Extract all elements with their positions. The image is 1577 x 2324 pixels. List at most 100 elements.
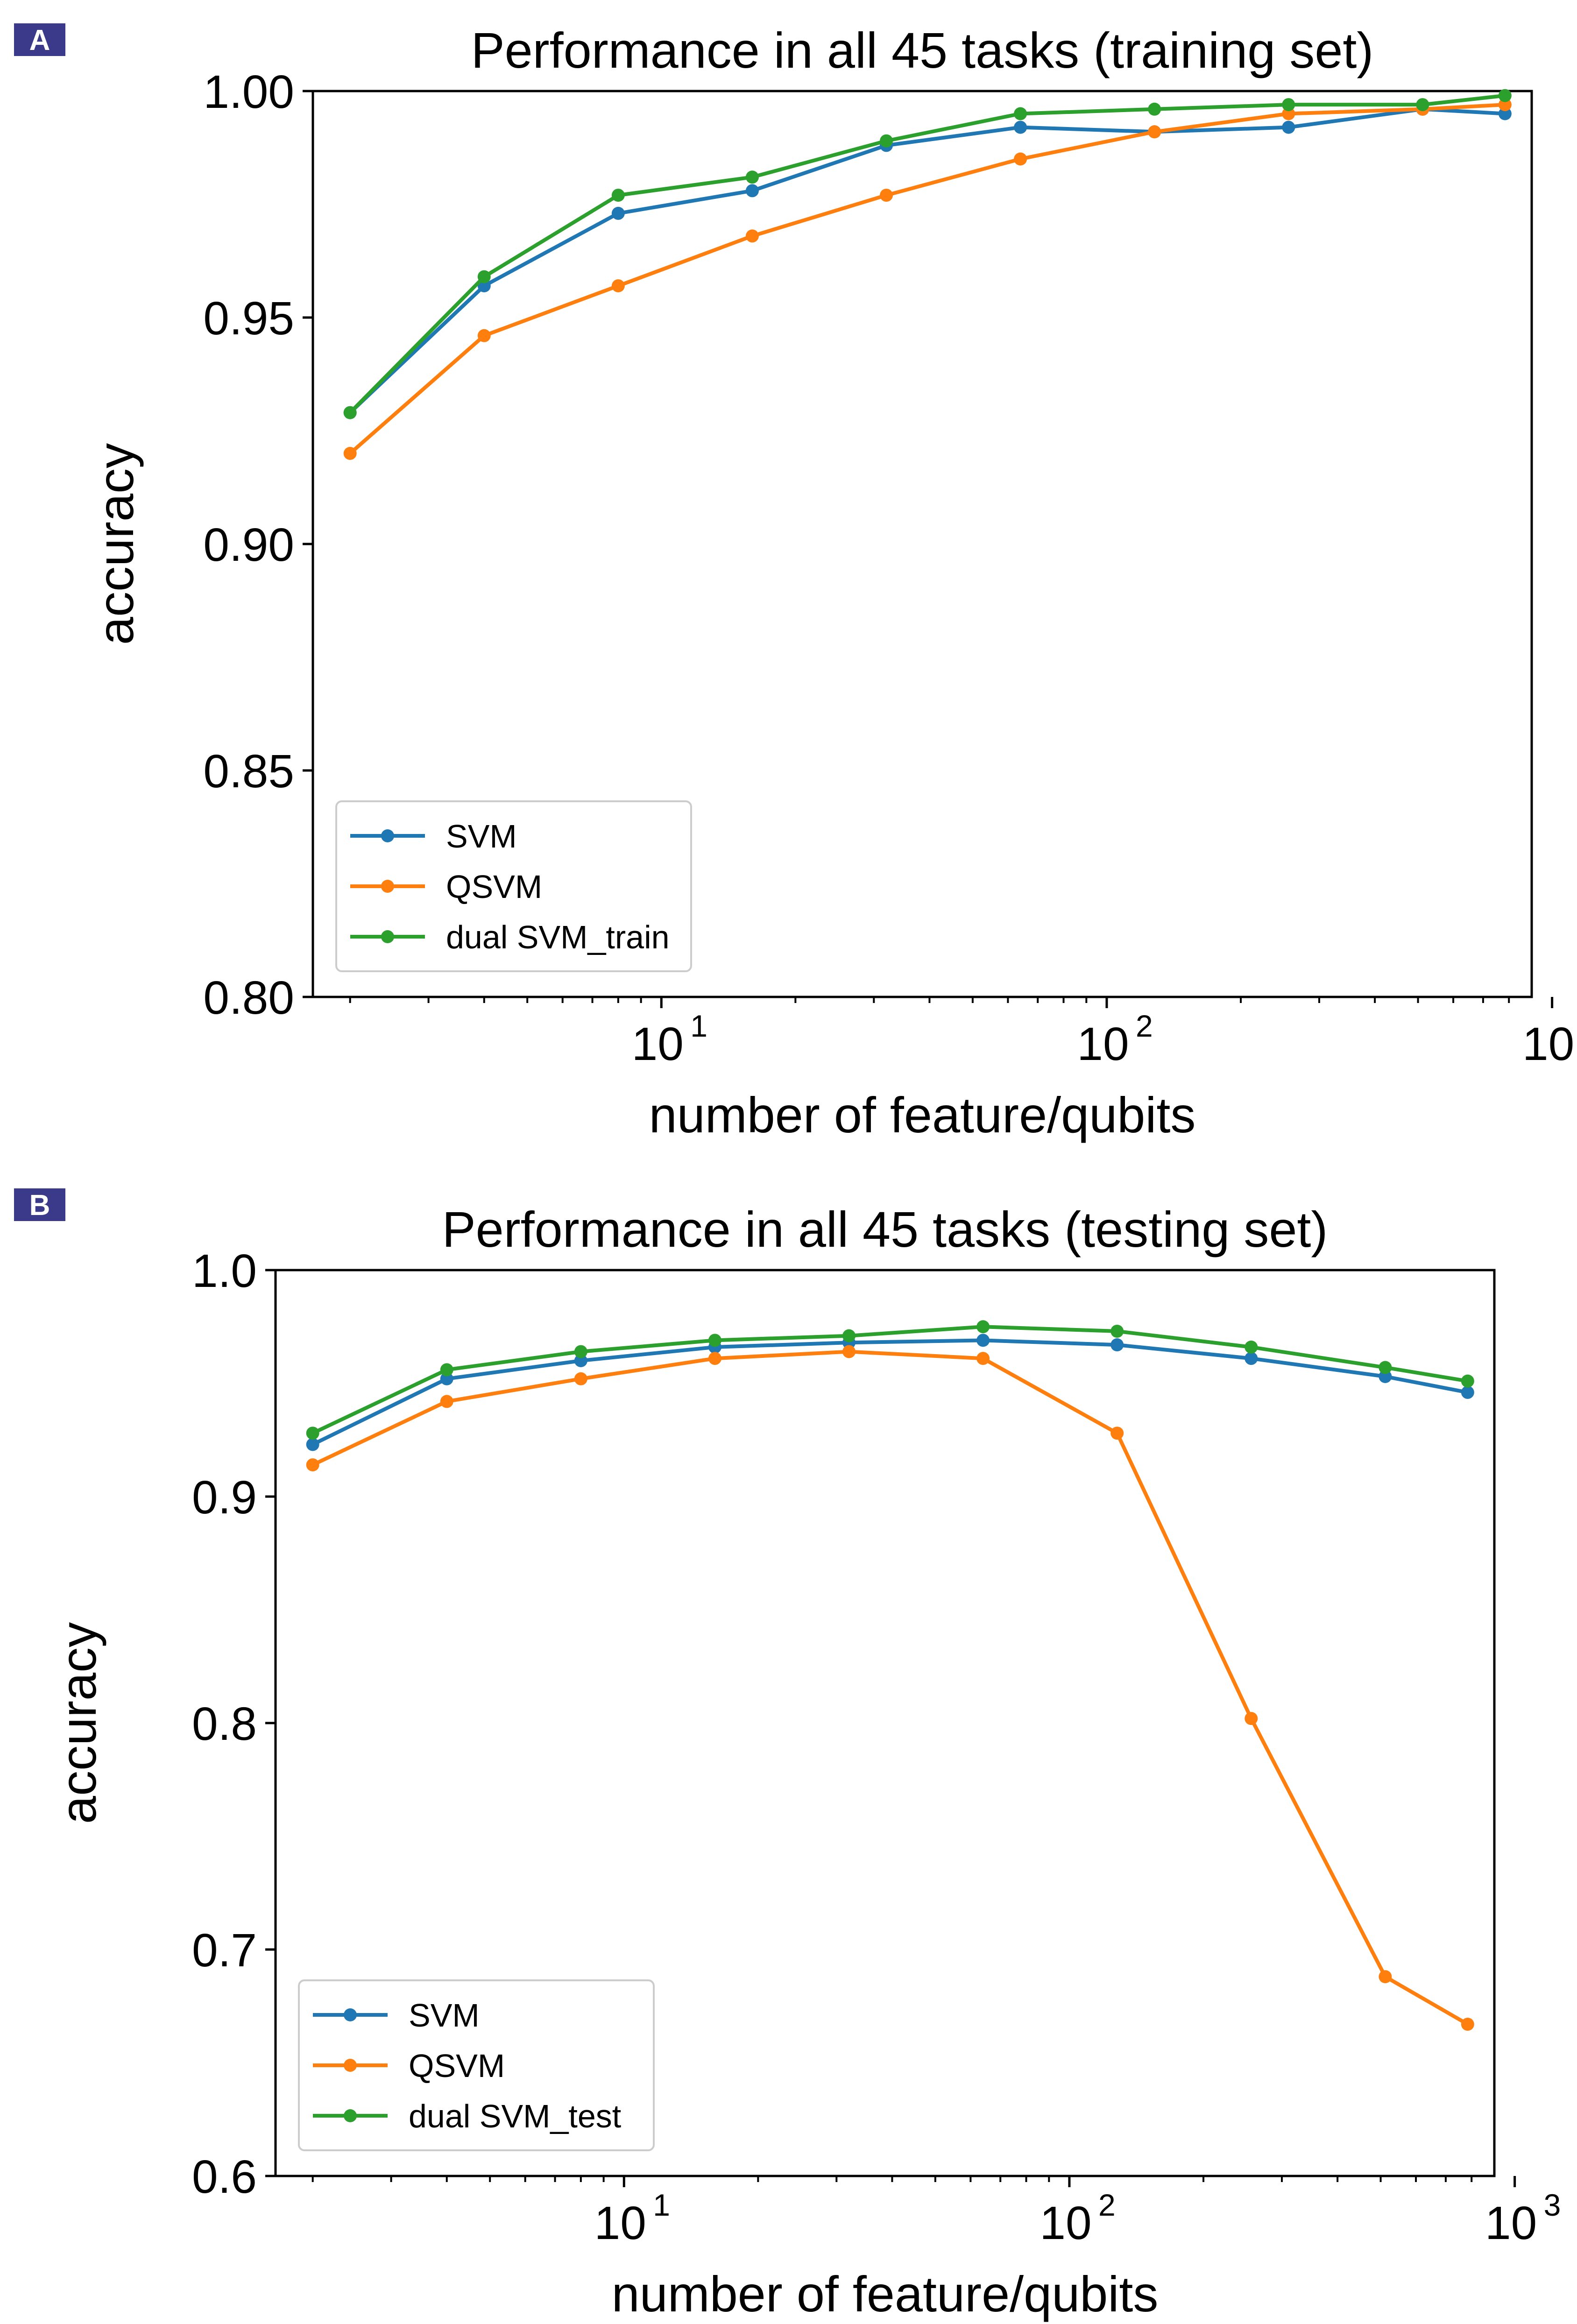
x-tick-label: 10 [1485, 2197, 1537, 2249]
data-point [343, 406, 357, 419]
legend-box [335, 800, 692, 972]
x-tick-label: 10 [594, 2197, 646, 2249]
data-point [1245, 1352, 1258, 1365]
x-tick-label: 10 [1522, 1018, 1574, 1070]
x-axis-label: number of feature/qubits [612, 2266, 1159, 2322]
y-tick-label: 0.8 [192, 1698, 257, 1750]
legend-swatch-marker [344, 2008, 357, 2021]
data-point [1461, 1385, 1474, 1399]
y-tick-label: 0.6 [192, 2151, 257, 2203]
data-point [1014, 120, 1027, 134]
series-line-2 [311, 1325, 1468, 1435]
panel-label-badge [14, 1188, 65, 1221]
legend-label: SVM [409, 1997, 480, 2034]
data-point [1282, 120, 1295, 134]
x-tick-exponent: 2 [1098, 2188, 1116, 2222]
x-tick-label: 10 [1077, 1018, 1129, 1070]
data-point [306, 1438, 319, 1451]
y-tick-label: 0.95 [203, 292, 294, 345]
data-point [574, 1345, 587, 1358]
data-point [440, 1395, 453, 1408]
data-point [880, 134, 893, 148]
data-point [1014, 107, 1027, 120]
data-point [1498, 89, 1512, 102]
data-point [343, 447, 357, 460]
data-point [1014, 152, 1027, 166]
y-axis-label: accuracy [87, 443, 144, 645]
y-tick-label: 1.0 [192, 1245, 257, 1297]
data-point [976, 1334, 990, 1347]
data-point [745, 229, 759, 243]
x-tick-exponent: 3 [1544, 2188, 1561, 2222]
data-point [976, 1320, 990, 1334]
chart-panel-b: B Performance in all 45 tasks (testing se… [14, 1188, 1561, 2322]
data-point [1498, 107, 1512, 120]
data-point [574, 1372, 587, 1385]
legend-label: dual SVM_train [446, 919, 670, 955]
legend-box [298, 1979, 655, 2151]
data-point [306, 1427, 319, 1440]
x-tick-exponent: 2 [1136, 1009, 1153, 1043]
data-point [842, 1345, 856, 1358]
data-point [1461, 2018, 1474, 2031]
chart-title: Performance in all 45 tasks (training se… [471, 22, 1374, 78]
data-point [745, 184, 759, 198]
legend-swatch-marker [344, 2109, 357, 2122]
data-point [1245, 1712, 1258, 1725]
data-point [1416, 98, 1429, 112]
y-axis-label: accuracy [50, 1622, 106, 1824]
data-point [880, 189, 893, 202]
data-point [1461, 1374, 1474, 1388]
data-point [708, 1334, 721, 1347]
x-tick-label: 10 [632, 1018, 684, 1070]
series-line-1 [349, 103, 1506, 455]
panel-label-badge [14, 23, 65, 56]
data-point [1110, 1338, 1124, 1352]
y-tick-label: 0.85 [203, 745, 294, 798]
data-point [611, 189, 625, 202]
legend-label: QSVM [409, 2048, 505, 2084]
data-point [1282, 107, 1295, 120]
series-line-2 [348, 93, 1506, 414]
legend-swatch-marker [381, 930, 394, 943]
legend-label: SVM [446, 818, 517, 855]
data-point [976, 1352, 990, 1365]
legend-label: QSVM [446, 869, 542, 905]
data-point [1379, 1361, 1392, 1374]
data-point [708, 1352, 721, 1365]
x-tick-exponent: 1 [653, 2188, 670, 2222]
data-point [611, 206, 625, 220]
data-point [1282, 98, 1295, 112]
x-tick-label: 10 [1040, 2197, 1091, 2249]
panel-label: B [29, 1189, 50, 1222]
data-point [1498, 98, 1512, 112]
data-point [1110, 1324, 1124, 1338]
legend-label: dual SVM_test [409, 2098, 621, 2134]
data-point [477, 329, 491, 342]
data-point [1110, 1427, 1124, 1440]
legend: SVM QSVM dual SVM_train [335, 800, 692, 972]
data-point [440, 1363, 453, 1377]
data-point [1379, 1970, 1392, 1984]
data-point [1148, 102, 1161, 116]
series-line-1 [311, 1349, 1469, 2026]
legend-swatch-marker [344, 2059, 357, 2072]
y-tick-label: 0.90 [203, 519, 294, 571]
x-tick-exponent: 1 [690, 1009, 707, 1043]
legend-swatch-marker [381, 829, 394, 842]
data-point [477, 270, 491, 283]
data-point [1379, 1370, 1392, 1383]
y-tick-label: 0.80 [203, 972, 294, 1024]
chart-title: Performance in all 45 tasks (testing set… [442, 1201, 1328, 1257]
legend-swatch-marker [381, 880, 394, 893]
data-point [1245, 1340, 1258, 1354]
data-point [842, 1329, 856, 1342]
y-tick-label: 0.9 [192, 1471, 257, 1524]
series-line-0 [348, 107, 1506, 414]
legend: SVM QSVM dual SVM_test [298, 1979, 655, 2151]
data-point [1148, 125, 1161, 139]
y-tick-label: 0.7 [192, 1924, 257, 1977]
panel-label: A [29, 24, 50, 57]
data-point [574, 1354, 587, 1367]
